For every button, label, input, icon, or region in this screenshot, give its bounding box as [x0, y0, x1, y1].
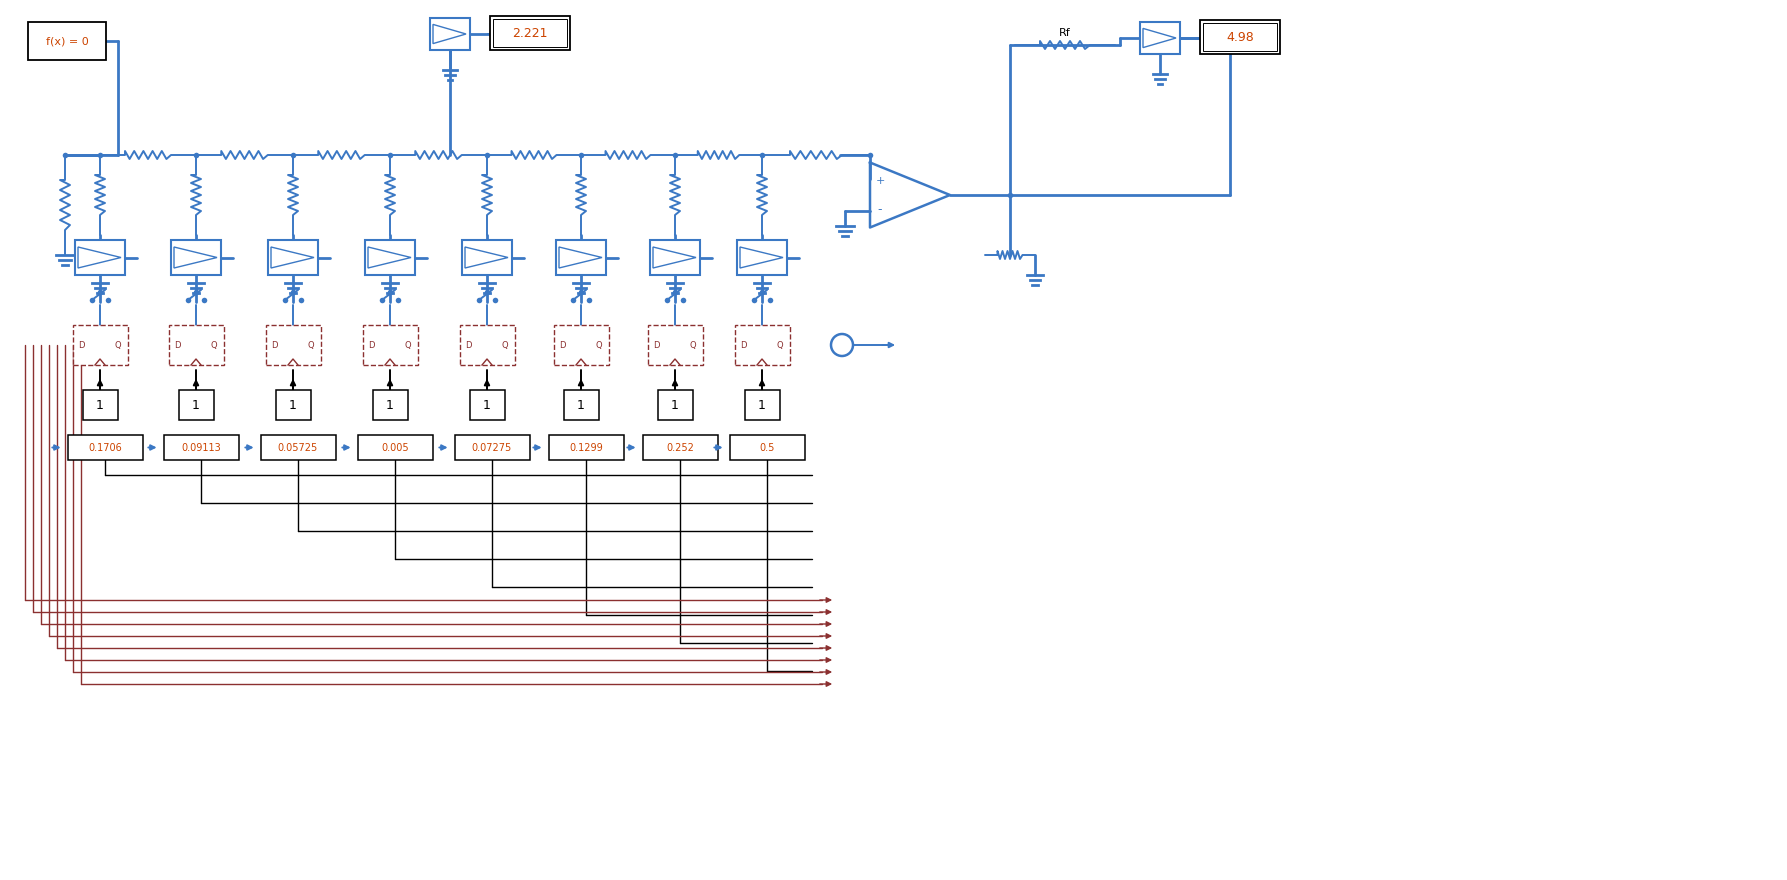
Text: f(x) = 0: f(x) = 0: [46, 36, 88, 46]
Bar: [650, 240, 701, 275]
Text: 1: 1: [482, 399, 491, 412]
Bar: [1201, 20, 1279, 54]
Bar: [163, 435, 238, 460]
Polygon shape: [432, 25, 466, 44]
Text: 0.1706: 0.1706: [88, 443, 122, 452]
Bar: [1140, 22, 1179, 54]
Text: D: D: [740, 341, 747, 349]
Bar: [490, 16, 570, 50]
Text: 1: 1: [96, 399, 104, 412]
Text: Q: Q: [777, 341, 783, 349]
Bar: [647, 325, 702, 365]
Bar: [1203, 23, 1278, 51]
Bar: [729, 435, 804, 460]
Text: 0.07275: 0.07275: [472, 443, 513, 452]
Polygon shape: [173, 247, 216, 268]
Polygon shape: [559, 247, 602, 268]
Text: D: D: [79, 341, 86, 349]
Text: 0.252: 0.252: [667, 443, 693, 452]
Polygon shape: [465, 247, 508, 268]
Bar: [658, 390, 693, 420]
Text: Q: Q: [114, 341, 122, 349]
Text: Q: Q: [595, 341, 602, 349]
Text: 1: 1: [672, 399, 679, 412]
Text: 1: 1: [289, 399, 297, 412]
Bar: [734, 325, 790, 365]
Text: 4.98: 4.98: [1226, 31, 1254, 43]
Bar: [745, 390, 779, 420]
Bar: [454, 435, 529, 460]
Polygon shape: [79, 247, 122, 268]
Bar: [82, 390, 118, 420]
Text: 0.09113: 0.09113: [180, 443, 222, 452]
Bar: [172, 240, 222, 275]
Polygon shape: [1144, 28, 1176, 48]
Text: D: D: [654, 341, 659, 349]
Bar: [73, 325, 127, 365]
Bar: [493, 19, 566, 47]
Text: Q: Q: [406, 341, 411, 349]
Text: 0.05725: 0.05725: [277, 443, 318, 452]
Bar: [459, 325, 515, 365]
Bar: [363, 325, 418, 365]
Bar: [549, 435, 624, 460]
Polygon shape: [740, 247, 783, 268]
Text: Rf: Rf: [1060, 28, 1070, 38]
Bar: [68, 435, 143, 460]
Text: Q: Q: [502, 341, 509, 349]
Bar: [554, 325, 609, 365]
Text: Q: Q: [307, 341, 315, 349]
Text: Q: Q: [211, 341, 218, 349]
Bar: [266, 325, 320, 365]
Bar: [736, 240, 786, 275]
Bar: [168, 325, 223, 365]
Bar: [268, 240, 318, 275]
Polygon shape: [272, 247, 315, 268]
Text: D: D: [368, 341, 375, 349]
Text: +: +: [876, 176, 885, 186]
Text: 0.5: 0.5: [759, 443, 776, 452]
Polygon shape: [652, 247, 695, 268]
Text: 1: 1: [577, 399, 584, 412]
Text: 2.221: 2.221: [513, 26, 549, 40]
Bar: [179, 390, 213, 420]
Bar: [275, 390, 311, 420]
Text: D: D: [465, 341, 472, 349]
Bar: [556, 240, 606, 275]
Polygon shape: [368, 247, 411, 268]
Text: 1: 1: [758, 399, 767, 412]
Bar: [470, 390, 504, 420]
Text: 0.1299: 0.1299: [568, 443, 602, 452]
Text: 0.005: 0.005: [381, 443, 409, 452]
Bar: [357, 435, 432, 460]
Text: Q: Q: [690, 341, 697, 349]
Text: D: D: [175, 341, 180, 349]
Text: D: D: [559, 341, 566, 349]
Bar: [463, 240, 513, 275]
Text: D: D: [272, 341, 279, 349]
Bar: [261, 435, 336, 460]
Bar: [431, 18, 470, 50]
Text: 1: 1: [386, 399, 393, 412]
Bar: [372, 390, 407, 420]
Bar: [643, 435, 718, 460]
Text: 1: 1: [191, 399, 200, 412]
Bar: [75, 240, 125, 275]
Bar: [29, 22, 105, 60]
Text: -: -: [877, 202, 883, 216]
Bar: [563, 390, 599, 420]
Bar: [365, 240, 415, 275]
